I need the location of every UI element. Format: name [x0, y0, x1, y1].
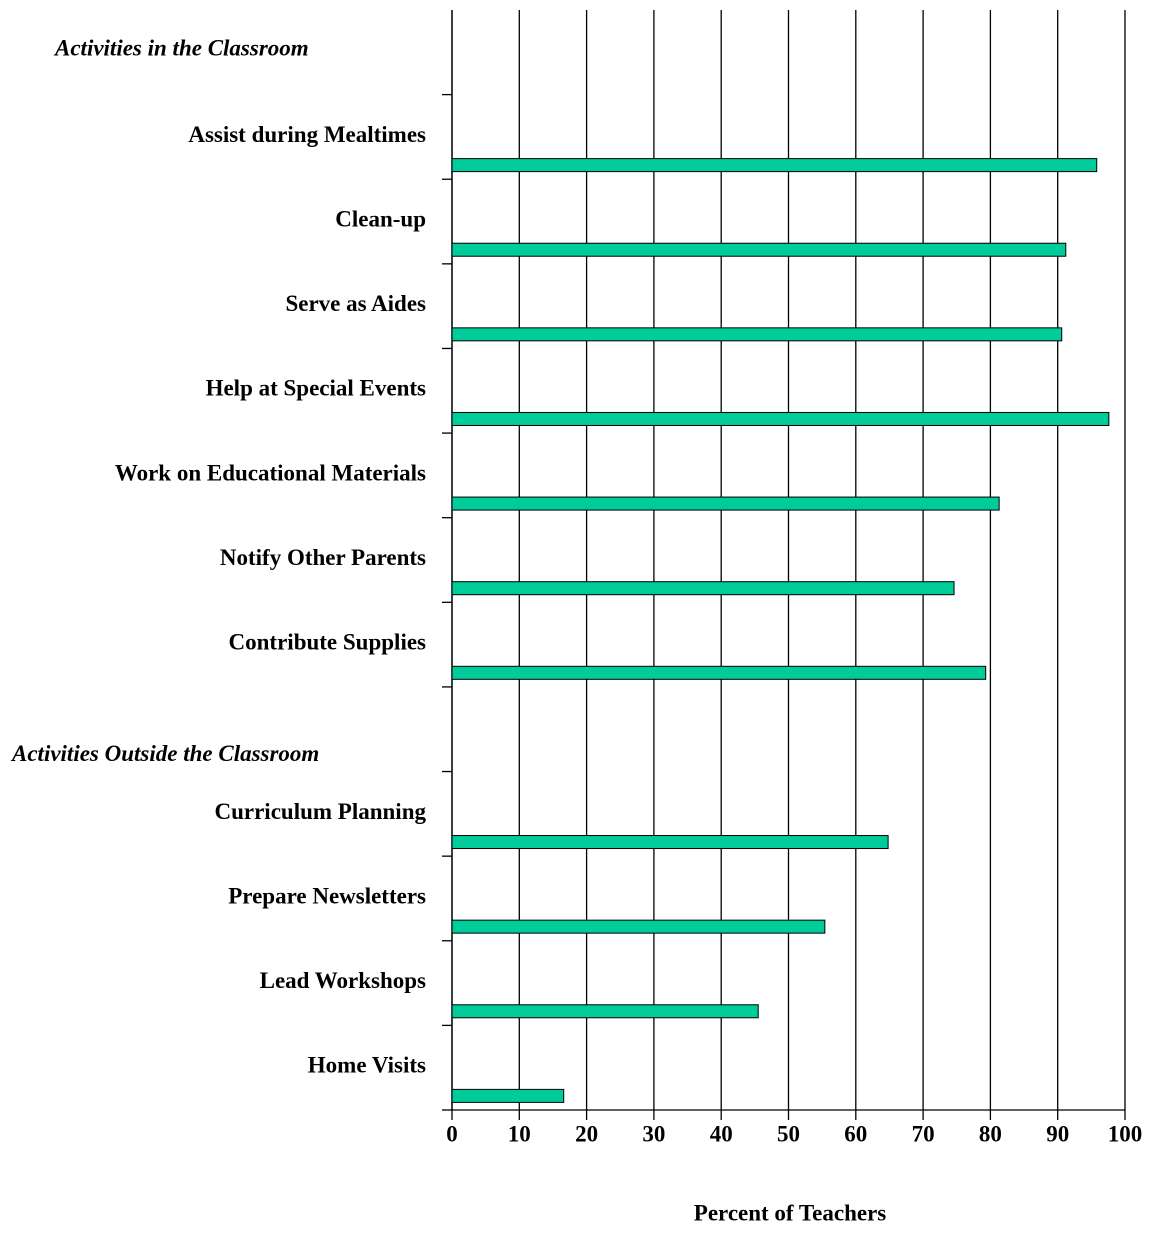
x-tick-label: 90: [1046, 1121, 1069, 1146]
bar: [451, 919, 826, 934]
x-tick-label: 0: [446, 1121, 458, 1146]
group-heading: Activities in the Classroom: [53, 35, 309, 60]
y-tick-label: Serve as Aides: [285, 291, 426, 316]
bar: [451, 1088, 565, 1103]
y-tick-label: Contribute Supplies: [229, 630, 427, 655]
bar: [451, 327, 1063, 342]
group-heading: Activities Outside the Classroom: [10, 741, 319, 766]
x-tick-label: 70: [912, 1121, 935, 1146]
y-tick-label: Home Visits: [308, 1053, 426, 1078]
bar: [451, 581, 955, 596]
bar: [451, 158, 1098, 173]
x-tick-label: 10: [508, 1121, 531, 1146]
x-tick-label: 50: [777, 1121, 800, 1146]
y-tick-label: Prepare Newsletters: [228, 883, 426, 908]
x-tick-label: 20: [575, 1121, 598, 1146]
y-tick-label: Curriculum Planning: [214, 799, 426, 824]
y-tick-label: Notify Other Parents: [220, 545, 426, 570]
x-tick-label: 40: [710, 1121, 733, 1146]
x-tick-label: 100: [1108, 1121, 1143, 1146]
y-tick-label: Clean-up: [335, 207, 426, 232]
x-tick-label: 80: [979, 1121, 1002, 1146]
y-tick-label: Help at Special Events: [206, 376, 426, 401]
bar: [451, 242, 1067, 257]
bar: [451, 496, 1000, 511]
y-tick-label: Work on Educational Materials: [115, 460, 426, 485]
bar: [451, 835, 889, 850]
y-tick-label: Assist during Mealtimes: [188, 122, 426, 147]
x-tick-label: 30: [642, 1121, 665, 1146]
bar: [451, 665, 987, 680]
x-axis-label: Percent of Teachers: [694, 1200, 887, 1225]
x-tick-label: 60: [844, 1121, 867, 1146]
bar: [451, 411, 1110, 426]
y-tick-label: Lead Workshops: [260, 968, 426, 993]
bar: [451, 1004, 759, 1019]
